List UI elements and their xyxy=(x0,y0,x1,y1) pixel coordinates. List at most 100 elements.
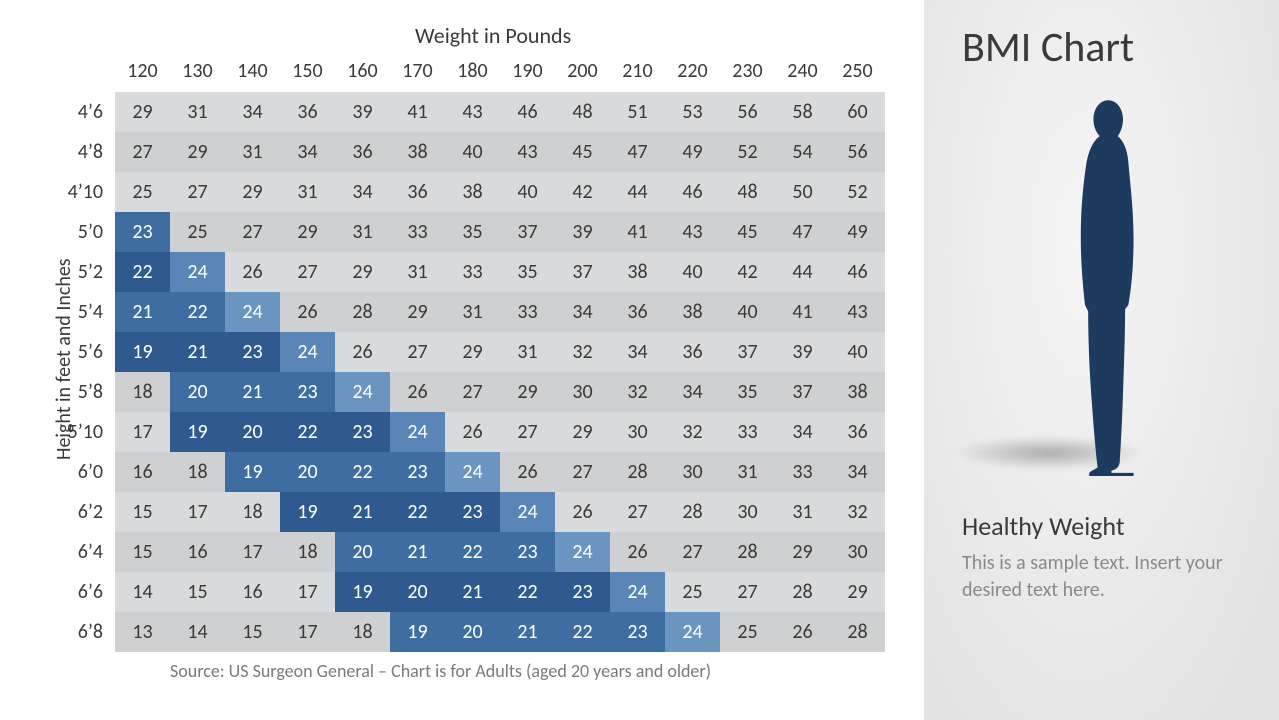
bmi-cell: 29 xyxy=(170,132,225,172)
bmi-cell: 40 xyxy=(665,252,720,292)
col-header: 120 xyxy=(115,59,170,83)
col-header: 200 xyxy=(555,59,610,83)
bmi-cell: 47 xyxy=(610,132,665,172)
bmi-cell: 29 xyxy=(280,212,335,252)
bmi-cell: 24 xyxy=(500,492,555,532)
bmi-cell: 27 xyxy=(610,492,665,532)
bmi-cell: 28 xyxy=(830,612,885,652)
bmi-cell: 18 xyxy=(115,372,170,412)
bmi-cell: 23 xyxy=(115,212,170,252)
bmi-cell: 36 xyxy=(390,172,445,212)
bmi-grid: 2931343639414346485153565860272931343638… xyxy=(115,92,885,652)
bmi-cell: 38 xyxy=(610,252,665,292)
bmi-cell: 40 xyxy=(720,292,775,332)
bmi-cell: 17 xyxy=(170,492,225,532)
bmi-cell: 47 xyxy=(775,212,830,252)
bmi-cell: 26 xyxy=(335,332,390,372)
bmi-cell: 25 xyxy=(665,572,720,612)
bmi-cell: 40 xyxy=(500,172,555,212)
bmi-cell: 26 xyxy=(390,372,445,412)
bmi-cell: 18 xyxy=(170,452,225,492)
bmi-cell: 22 xyxy=(500,572,555,612)
bmi-cell: 41 xyxy=(390,92,445,132)
bmi-cell: 36 xyxy=(830,412,885,452)
bmi-cell: 26 xyxy=(555,492,610,532)
bmi-cell: 52 xyxy=(720,132,775,172)
bmi-cell: 43 xyxy=(665,212,720,252)
bmi-cell: 40 xyxy=(445,132,500,172)
bmi-cell: 45 xyxy=(720,212,775,252)
bmi-cell: 37 xyxy=(500,212,555,252)
bmi-cell: 15 xyxy=(115,532,170,572)
bmi-cell: 26 xyxy=(610,532,665,572)
bmi-cell: 35 xyxy=(500,252,555,292)
col-header: 210 xyxy=(610,59,665,83)
col-header: 180 xyxy=(445,59,500,83)
bmi-cell: 20 xyxy=(445,612,500,652)
bmi-cell: 43 xyxy=(445,92,500,132)
bmi-cell: 20 xyxy=(390,572,445,612)
col-header: 250 xyxy=(830,59,885,83)
row-header: 4’6 xyxy=(48,100,103,124)
bmi-cell: 25 xyxy=(115,172,170,212)
col-header: 130 xyxy=(170,59,225,83)
bmi-cell: 26 xyxy=(500,452,555,492)
bmi-cell: 26 xyxy=(225,252,280,292)
bmi-cell: 30 xyxy=(720,492,775,532)
row-header: 5’4 xyxy=(48,300,103,324)
col-header: 220 xyxy=(665,59,720,83)
bmi-cell: 32 xyxy=(555,332,610,372)
human-figure-icon xyxy=(1014,96,1194,476)
bmi-cell: 39 xyxy=(555,212,610,252)
bmi-cell: 31 xyxy=(280,172,335,212)
bmi-cell: 39 xyxy=(775,332,830,372)
bmi-cell: 22 xyxy=(555,612,610,652)
bmi-cell: 31 xyxy=(170,92,225,132)
bmi-cell: 56 xyxy=(830,132,885,172)
bmi-cell: 19 xyxy=(390,612,445,652)
bmi-cell: 37 xyxy=(775,372,830,412)
bmi-cell: 34 xyxy=(280,132,335,172)
bmi-cell: 16 xyxy=(115,452,170,492)
bmi-cell: 31 xyxy=(335,212,390,252)
bmi-cell: 21 xyxy=(115,292,170,332)
bmi-cell: 23 xyxy=(280,372,335,412)
bmi-cell: 24 xyxy=(335,372,390,412)
bmi-cell: 54 xyxy=(775,132,830,172)
bmi-cell: 21 xyxy=(225,372,280,412)
bmi-cell: 36 xyxy=(280,92,335,132)
source-note: Source: US Surgeon General – Chart is fo… xyxy=(170,660,711,682)
bmi-cell: 16 xyxy=(225,572,280,612)
bmi-cell: 23 xyxy=(225,332,280,372)
bmi-cell: 19 xyxy=(335,572,390,612)
bmi-cell: 18 xyxy=(335,612,390,652)
row-header: 6’0 xyxy=(48,460,103,484)
col-header: 140 xyxy=(225,59,280,83)
bmi-cell: 33 xyxy=(720,412,775,452)
bmi-cell: 38 xyxy=(665,292,720,332)
bmi-cell: 27 xyxy=(665,532,720,572)
row-header: 5’6 xyxy=(48,340,103,364)
row-header: 5’10 xyxy=(48,420,103,444)
bmi-cell: 18 xyxy=(225,492,280,532)
bmi-cell: 28 xyxy=(610,452,665,492)
bmi-cell: 30 xyxy=(830,532,885,572)
bmi-cell: 29 xyxy=(445,332,500,372)
bmi-cell: 27 xyxy=(445,372,500,412)
row-header: 6’2 xyxy=(48,500,103,524)
bmi-cell: 38 xyxy=(390,132,445,172)
bmi-cell: 31 xyxy=(500,332,555,372)
bmi-cell: 43 xyxy=(500,132,555,172)
bmi-cell: 19 xyxy=(225,452,280,492)
bmi-cell: 31 xyxy=(775,492,830,532)
col-header: 190 xyxy=(500,59,555,83)
bmi-cell: 23 xyxy=(445,492,500,532)
bmi-cell: 27 xyxy=(280,252,335,292)
bmi-cell: 22 xyxy=(115,252,170,292)
bmi-cell: 29 xyxy=(775,532,830,572)
bmi-cell: 22 xyxy=(335,452,390,492)
bmi-cell: 19 xyxy=(280,492,335,532)
row-header: 6’6 xyxy=(48,580,103,604)
bmi-cell: 29 xyxy=(335,252,390,292)
bmi-cell: 14 xyxy=(170,612,225,652)
